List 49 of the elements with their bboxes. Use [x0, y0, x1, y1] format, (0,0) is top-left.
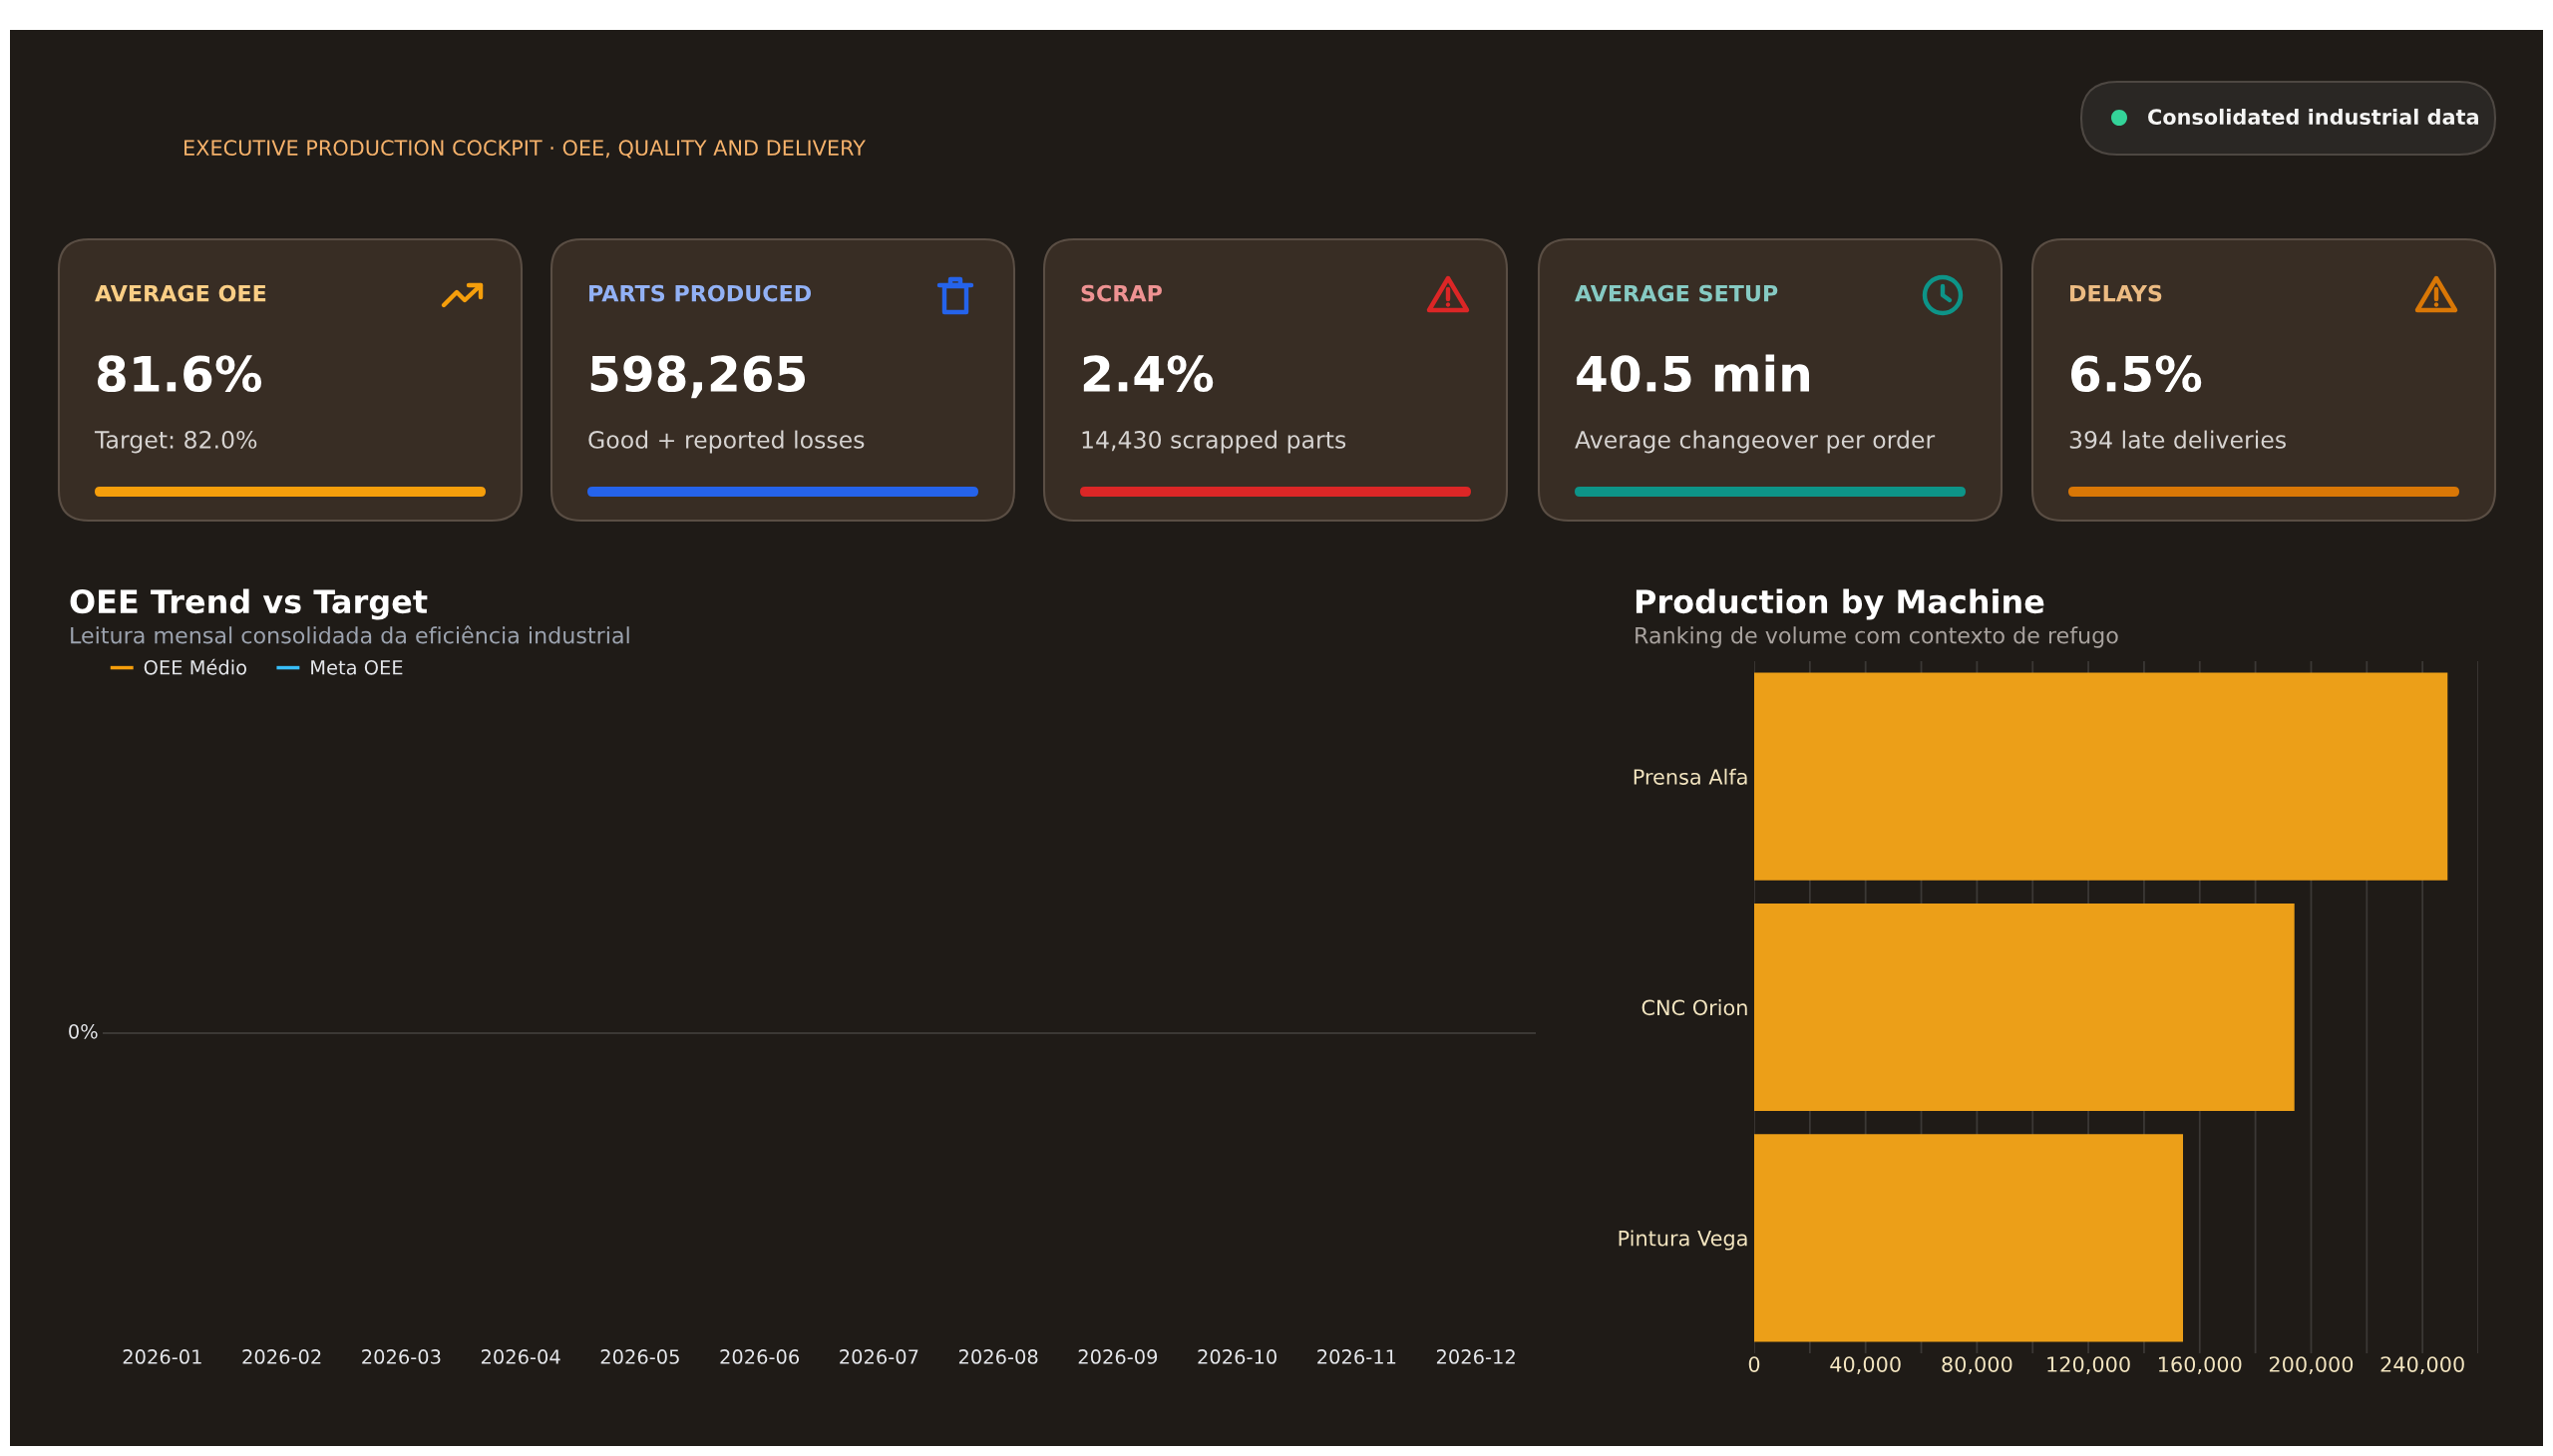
category-label: 2026-06	[720, 1349, 800, 1364]
category-label: 2026-01	[123, 1349, 201, 1364]
category-label: 2026-09	[1078, 1349, 1158, 1364]
x-tick-label: 80,000	[1942, 1356, 2012, 1375]
text: Average changeover per order	[1575, 430, 1936, 454]
bar	[1754, 672, 2448, 881]
text: Consolidated industrial data	[2148, 108, 2478, 126]
y-tick-label: CNC Orion	[1641, 999, 1747, 1016]
chart-subtitle: Ranking de volume com contexto de refugo	[1636, 626, 2118, 648]
legend-label: OEE Médio	[144, 658, 246, 675]
text: Leitura mensal consolidada da eficiência industrial	[71, 625, 629, 644]
bar	[1754, 1134, 2184, 1342]
text: DELAYS	[2070, 284, 2162, 302]
text: EXECUTIVE PRODUCTION COCKPIT · OEE, QUALITY AND DELIVERY	[184, 140, 866, 159]
text: Good + reported losses	[588, 430, 865, 454]
x-tick-label: 240,000	[2380, 1356, 2464, 1375]
category-label: 2026-04	[481, 1349, 560, 1364]
text: 0%	[69, 1023, 98, 1039]
category-label: 2026-12	[1436, 1349, 1515, 1364]
text: 81.6%	[97, 355, 262, 393]
text: OEE Trend vs Target	[70, 588, 428, 620]
category-label: 2026-03	[362, 1349, 441, 1364]
text: AVERAGE SETUP	[1575, 284, 1778, 302]
category-label: 2026-10	[1198, 1349, 1276, 1364]
category-label: 2026-07	[840, 1349, 918, 1364]
text: 394 late deliveries	[2069, 430, 2286, 449]
legend-label: Meta OEE	[311, 659, 403, 675]
category-label: 2026-11	[1317, 1349, 1396, 1364]
category-label: 2026-02	[242, 1349, 321, 1364]
x-tick-label: 40,000	[1830, 1356, 1901, 1375]
text: Target: 82.0%	[94, 430, 257, 454]
category-label: 2026-05	[600, 1349, 679, 1364]
text: AVERAGE OEE	[95, 284, 266, 302]
text: 2.4%	[1083, 355, 1214, 393]
y-tick-label: Prensa Alfa	[1634, 768, 1747, 785]
text: PARTS PRODUCED	[589, 284, 812, 302]
x-tick-label: 0	[1748, 1356, 1760, 1372]
text: SCRAP	[1081, 284, 1162, 302]
y-tick-label: Pintura Vega	[1619, 1230, 1747, 1251]
x-tick-label: 200,000	[2269, 1356, 2354, 1375]
chart-title: Production by Machine	[1636, 588, 2044, 620]
text: 598,265	[590, 355, 806, 399]
text: 6.5%	[2071, 355, 2202, 393]
x-tick-label: 160,000	[2158, 1356, 2242, 1375]
x-tick-label: 120,000	[2047, 1356, 2130, 1375]
category-label: 2026-08	[958, 1349, 1038, 1364]
bar	[1754, 903, 2295, 1112]
text: 40.5 min	[1577, 354, 1809, 393]
text: 14,430 scrapped parts	[1082, 430, 1346, 454]
